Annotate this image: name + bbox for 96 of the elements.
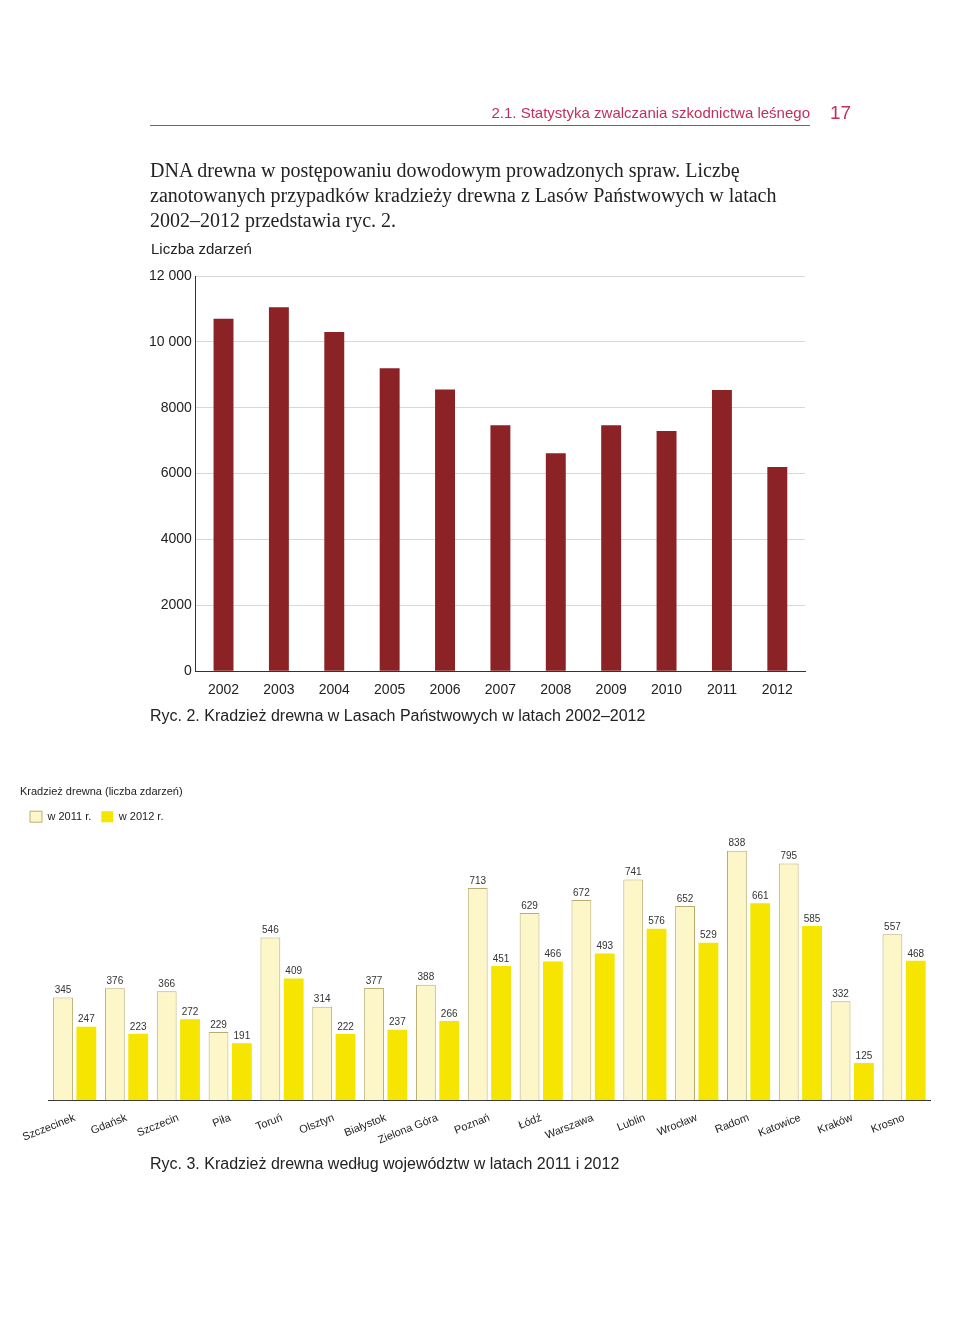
data-label: 529 <box>700 929 718 941</box>
y-tick-label: 10 000 <box>148 332 193 349</box>
data-label: 272 <box>181 1005 199 1017</box>
data-label: 345 <box>54 984 72 996</box>
legend-label: w 2011 r. <box>46 809 92 822</box>
text: 17 <box>830 102 852 124</box>
text: 2.1. Statystyka zwalczania szkodnictwa leśnego <box>150 104 810 126</box>
data-label: 376 <box>106 974 124 986</box>
x-tick-label: 2004 <box>318 681 351 698</box>
data-label: 388 <box>417 971 435 983</box>
bar <box>656 431 677 671</box>
data-label: 451 <box>492 952 510 964</box>
data-label: 713 <box>469 874 487 886</box>
data-label: 468 <box>907 947 925 959</box>
x-tick-label: 2003 <box>263 681 295 698</box>
data-label: 314 <box>313 993 331 1005</box>
x-tick-label: Łódź <box>516 1110 544 1131</box>
x-tick-label: 2012 <box>761 681 794 698</box>
data-label: 661 <box>751 890 770 902</box>
x-tick-label: 2002 <box>207 681 240 698</box>
bar <box>542 961 563 1101</box>
bar <box>601 425 622 671</box>
y-tick-label: 0 <box>184 662 193 679</box>
data-label: 237 <box>389 1016 407 1028</box>
data-label: 223 <box>129 1020 147 1032</box>
x-tick-label: 2007 <box>484 681 517 698</box>
data-label: 557 <box>884 921 902 933</box>
data-label: 466 <box>544 948 562 960</box>
y-axis-title: Liczba zdarzeń <box>151 240 252 257</box>
data-label: 838 <box>728 837 746 849</box>
data-label: 546 <box>262 924 280 936</box>
bar <box>594 953 615 1101</box>
x-tick-label: Lublin <box>615 1110 647 1133</box>
x-tick-label: 2008 <box>540 681 572 698</box>
x-tick-label: Krosno <box>869 1110 906 1135</box>
text: Ryc. 3. Kradzież drewna według województw w latach 2011 i 2012 <box>150 1155 620 1173</box>
bar <box>750 903 771 1101</box>
data-label: 576 <box>648 915 666 927</box>
bar <box>711 389 732 671</box>
bar <box>379 368 400 671</box>
x-tick-label: Toruń <box>253 1110 284 1133</box>
data-label: 247 <box>78 1013 96 1025</box>
data-label: 795 <box>780 850 798 862</box>
data-label: 672 <box>573 886 591 898</box>
y-tick-label: 2000 <box>160 596 193 613</box>
x-tick-label: Olsztyn <box>297 1110 336 1136</box>
bar <box>853 1062 874 1101</box>
data-label: 741 <box>624 866 643 878</box>
bar <box>387 1029 408 1101</box>
x-tick-label: 2009 <box>595 681 627 698</box>
data-label: 366 <box>158 977 176 989</box>
data-label: 332 <box>832 988 850 1000</box>
y-tick-label: 8000 <box>160 398 193 415</box>
data-label: 652 <box>676 892 694 904</box>
bar <box>180 1019 200 1101</box>
y-tick-label: 4000 <box>160 530 193 547</box>
data-label: 222 <box>337 1020 355 1032</box>
bar <box>76 1026 97 1101</box>
data-label: 125 <box>855 1049 873 1061</box>
x-tick-label: Piła <box>210 1110 233 1129</box>
bar <box>646 928 667 1101</box>
bar <box>324 331 345 671</box>
bar <box>767 467 788 671</box>
x-tick-label: Radom <box>713 1110 751 1136</box>
data-label: 229 <box>210 1018 228 1030</box>
bar <box>128 1033 149 1101</box>
bar <box>491 965 511 1101</box>
legend-title: Kradzież drewna (liczba zdarzeń) <box>20 784 183 797</box>
data-label: 585 <box>803 912 821 924</box>
bar <box>213 318 234 671</box>
bar <box>283 978 304 1101</box>
text: Ryc. 2. Kradzież drewna w Lasach Państwowych w latach 2002–2012 <box>150 707 646 725</box>
bar <box>802 926 822 1101</box>
x-tick-label: 2011 <box>706 681 738 698</box>
data-label: 409 <box>285 965 303 977</box>
bar <box>698 942 719 1101</box>
x-tick-label: 2010 <box>650 681 683 698</box>
data-label: 377 <box>365 974 383 986</box>
bar <box>490 425 511 671</box>
data-label: 191 <box>233 1030 251 1042</box>
data-label: 266 <box>440 1007 458 1019</box>
x-tick-label: 2006 <box>429 681 461 698</box>
data-label: 493 <box>596 940 614 952</box>
bar <box>905 960 926 1101</box>
data-label: 629 <box>521 899 539 911</box>
bar <box>439 1021 460 1101</box>
bar <box>335 1034 356 1101</box>
text: DNA drewna w postępowaniu dowodowym prowadzonych spraw. Liczbę zanotowanych przypadków kradzieży drewna z Lasów Państwowych w latach 2002–2012 przedstawia ryc. 2. <box>150 158 778 233</box>
bar <box>268 307 289 671</box>
legend-label: w 2012 r. <box>117 809 164 822</box>
y-tick-label: 12 000 <box>148 266 193 283</box>
y-tick-label: 6000 <box>160 464 193 481</box>
bar <box>231 1043 252 1101</box>
bar <box>545 453 566 671</box>
x-tick-label: 2005 <box>374 681 406 698</box>
bar <box>435 389 455 671</box>
